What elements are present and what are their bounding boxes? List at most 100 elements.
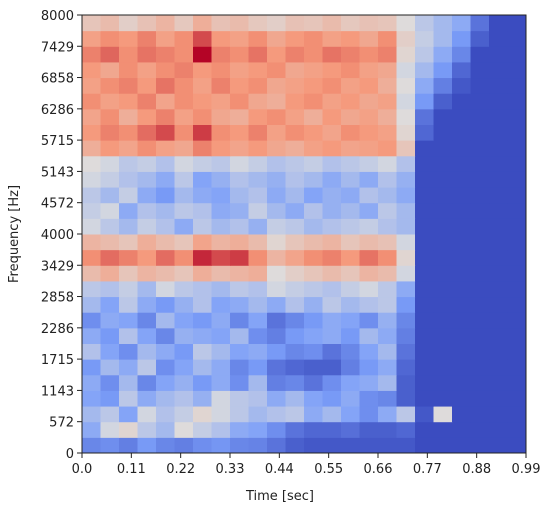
heatmap-cell <box>507 30 527 47</box>
heatmap-cell <box>137 390 157 407</box>
heatmap-cell <box>267 218 286 235</box>
heatmap-cell <box>470 93 490 110</box>
heatmap-cell <box>137 108 157 125</box>
heatmap-cell <box>304 140 323 157</box>
heatmap-cell <box>267 390 286 407</box>
heatmap-cell <box>378 374 397 391</box>
heatmap-cell <box>507 406 527 423</box>
heatmap-cell <box>285 77 305 94</box>
heatmap-cell <box>156 312 175 329</box>
heatmap-cell <box>174 61 194 79</box>
heatmap-cell <box>489 374 508 391</box>
heatmap-cell <box>119 296 138 313</box>
heatmap-cell <box>211 171 231 188</box>
heatmap-cell <box>248 374 268 391</box>
heatmap-cell <box>267 421 286 438</box>
heatmap-cell <box>230 61 249 79</box>
heatmap-cell <box>322 46 342 63</box>
heatmap-cell <box>248 249 268 266</box>
heatmap-cell <box>489 108 508 125</box>
heatmap-cell <box>359 61 379 79</box>
heatmap-cell <box>452 234 471 251</box>
heatmap-cell <box>137 124 157 141</box>
heatmap-cell <box>211 374 231 391</box>
heatmap-cell <box>452 202 471 219</box>
heatmap-cell <box>452 374 471 391</box>
heatmap-cell <box>248 155 268 172</box>
heatmap-cell <box>230 343 249 360</box>
heatmap-cell <box>82 390 101 407</box>
heatmap-cell <box>174 218 194 235</box>
heatmap-cell <box>507 390 527 407</box>
heatmap-cell <box>470 108 490 125</box>
heatmap-cell <box>341 218 360 235</box>
heatmap-cell <box>433 234 453 251</box>
heatmap-cell <box>156 234 175 251</box>
heatmap-cell <box>507 108 527 125</box>
heatmap-cell <box>396 343 416 360</box>
heatmap-cell <box>137 30 157 47</box>
heatmap-cell <box>285 406 305 423</box>
heatmap-cell <box>341 155 360 172</box>
x-tick-label: 0.44 <box>265 462 294 477</box>
heatmap-cell <box>507 61 527 79</box>
heatmap-cell <box>452 140 471 157</box>
heatmap-cell <box>230 280 249 298</box>
heatmap-cell <box>470 171 490 188</box>
heatmap-cell <box>100 140 120 157</box>
heatmap-cell <box>119 140 138 157</box>
heatmap-cell <box>322 140 342 157</box>
heatmap-cell <box>285 359 305 376</box>
heatmap-cell <box>211 327 231 344</box>
heatmap-cell <box>285 61 305 79</box>
heatmap-cell <box>285 234 305 251</box>
heatmap-cell <box>193 437 212 454</box>
heatmap-cell <box>304 296 323 313</box>
heatmap-cell <box>119 108 138 125</box>
heatmap-cell <box>452 77 471 94</box>
heatmap-cell <box>378 249 397 266</box>
heatmap-cell <box>174 359 194 376</box>
heatmap-cell <box>433 390 453 407</box>
heatmap-cell <box>304 234 323 251</box>
heatmap-cell <box>470 265 490 282</box>
heatmap-cell <box>100 280 120 298</box>
heatmap-cell <box>193 77 212 94</box>
heatmap-cell <box>304 421 323 438</box>
heatmap-cell <box>193 218 212 235</box>
heatmap-cell <box>100 312 120 329</box>
heatmap-cell <box>230 296 249 313</box>
heatmap-cell <box>489 234 508 251</box>
heatmap-cell <box>119 343 138 360</box>
heatmap-cell <box>156 202 175 219</box>
heatmap-cell <box>82 124 101 141</box>
heatmap-cell <box>396 15 416 32</box>
heatmap-cell <box>415 155 434 172</box>
heatmap-cell <box>470 343 490 360</box>
heatmap-cell <box>507 421 527 438</box>
heatmap-cell <box>137 437 157 454</box>
y-tick-label: 572 <box>49 416 74 431</box>
heatmap-cell <box>137 15 157 32</box>
heatmap-cell <box>507 77 527 94</box>
heatmap-cell <box>489 249 508 266</box>
heatmap-cell <box>193 343 212 360</box>
heatmap-cell <box>267 30 286 47</box>
heatmap-cell <box>100 265 120 282</box>
heatmap-cell <box>452 296 471 313</box>
heatmap-cell <box>119 234 138 251</box>
heatmap-cell <box>470 249 490 266</box>
heatmap-cell <box>100 218 120 235</box>
heatmap-cell <box>285 374 305 391</box>
heatmap-cell <box>452 218 471 235</box>
heatmap-cell <box>267 343 286 360</box>
heatmap-cell <box>304 374 323 391</box>
heatmap-cell <box>82 374 101 391</box>
heatmap-cell <box>211 124 231 141</box>
heatmap-cell <box>267 93 286 110</box>
heatmap-cell <box>304 93 323 110</box>
heatmap-cell <box>193 390 212 407</box>
heatmap-cell <box>452 171 471 188</box>
heatmap-cell <box>322 390 342 407</box>
heatmap-cell <box>489 312 508 329</box>
